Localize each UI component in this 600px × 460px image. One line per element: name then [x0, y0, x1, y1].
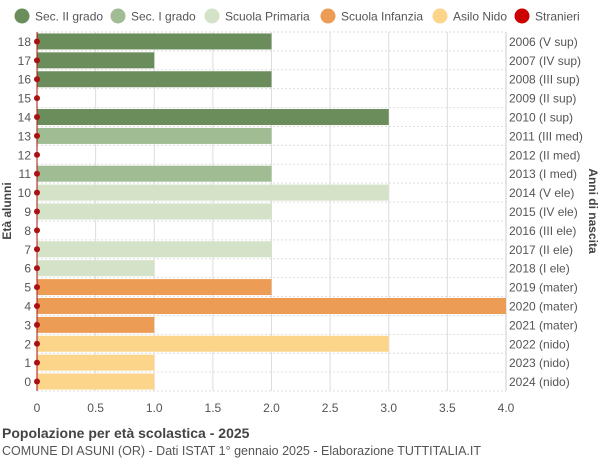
legend-label: Stranieri	[535, 10, 580, 24]
y-axis-label-right: Anni di nascita	[586, 168, 600, 254]
y-tick-label: 4	[24, 299, 31, 313]
y-tick-label: 12	[18, 148, 32, 162]
bar	[37, 241, 272, 258]
x-tick-label: 2.5	[322, 401, 339, 415]
birth-year-label: 2011 (III med)	[509, 129, 583, 143]
y-tick-label: 0	[24, 375, 31, 389]
x-tick-label: 1.0	[146, 401, 163, 415]
birth-year-label: 2024 (nido)	[509, 375, 570, 389]
bar	[37, 297, 506, 314]
birth-year-label: 2006 (V sup)	[509, 35, 578, 49]
bar	[37, 335, 389, 352]
birth-year-label: 2019 (mater)	[509, 281, 578, 295]
legend-swatch	[320, 8, 336, 24]
bar	[37, 354, 155, 371]
birth-year-label: 2021 (mater)	[509, 318, 578, 332]
chart-svg: Sec. II grado Sec. I grado Scuola Primaria…	[0, 8, 600, 415]
x-tick-label: 4.0	[498, 401, 515, 415]
y-tick-label: 3	[24, 318, 31, 332]
y-tick-label: 8	[24, 224, 31, 238]
y-tick-label: 18	[18, 35, 32, 49]
y-tick-label: 13	[18, 129, 32, 143]
x-tick-label: 0.5	[87, 401, 104, 415]
y-tick-label: 2	[24, 337, 31, 351]
birth-year-label: 2015 (IV ele)	[509, 205, 578, 219]
birth-year-label: 2013 (I med)	[509, 167, 577, 181]
bar	[37, 373, 155, 390]
legend-swatch	[514, 8, 530, 24]
y-tick-label: 9	[24, 205, 31, 219]
y-tick-label: 1	[24, 356, 31, 370]
legend-swatch	[432, 8, 448, 24]
birth-year-label: 2012 (II med)	[509, 148, 580, 162]
bar	[37, 203, 272, 220]
bar	[37, 109, 389, 126]
bar	[37, 184, 389, 201]
legend-swatch	[14, 8, 30, 24]
bar	[37, 316, 155, 333]
birth-year-label: 2018 (I ele)	[509, 262, 570, 276]
legend-label: Asilo Nido	[453, 10, 507, 24]
y-axis-label: Età alunni	[0, 182, 14, 239]
birth-year-label: 2007 (IV sup)	[509, 54, 581, 68]
y-tick-label: 11	[19, 167, 32, 181]
legend-label: Sec. II grado	[35, 10, 103, 24]
birth-year-label: 2017 (II ele)	[509, 243, 573, 257]
bar	[37, 279, 272, 296]
y-tick-label: 7	[24, 243, 31, 257]
birth-year-label: 2022 (nido)	[509, 337, 570, 351]
bar	[37, 127, 272, 144]
bar	[37, 71, 272, 88]
legend-label: Scuola Primaria	[225, 10, 310, 24]
birth-year-label: 2014 (V ele)	[509, 186, 574, 200]
bar	[37, 52, 155, 69]
bar	[37, 33, 272, 50]
bar	[37, 165, 272, 182]
chart-subtitle: COMUNE DI ASUNI (OR) - Dati ISTAT 1° gen…	[2, 444, 481, 458]
y-tick-label: 6	[24, 262, 31, 276]
x-tick-label: 0	[34, 401, 41, 415]
birth-year-label: 2008 (III sup)	[509, 73, 580, 87]
birth-year-label: 2010 (I sup)	[509, 111, 573, 125]
birth-year-label: 2009 (II sup)	[509, 92, 576, 106]
y-tick-label: 17	[18, 54, 32, 68]
y-tick-label: 16	[18, 73, 32, 87]
legend-label: Sec. I grado	[131, 10, 196, 24]
y-tick-label: 15	[18, 92, 32, 106]
bar	[37, 260, 155, 277]
birth-year-label: 2020 (mater)	[509, 299, 578, 313]
legend-swatch	[204, 8, 220, 24]
x-tick-label: 2.0	[263, 401, 280, 415]
legend-swatch	[110, 8, 126, 24]
x-tick-label: 3.0	[380, 401, 397, 415]
y-tick-label: 5	[24, 281, 31, 295]
x-tick-label: 1.5	[205, 401, 222, 415]
birth-year-label: 2023 (nido)	[509, 356, 570, 370]
x-tick-label: 3.5	[439, 401, 456, 415]
chart-title: Popolazione per età scolastica - 2025	[2, 425, 250, 441]
y-tick-label: 14	[18, 111, 32, 125]
legend-label: Scuola Infanzia	[341, 10, 423, 24]
birth-year-label: 2016 (III ele)	[509, 224, 576, 238]
y-tick-label: 10	[18, 186, 32, 200]
